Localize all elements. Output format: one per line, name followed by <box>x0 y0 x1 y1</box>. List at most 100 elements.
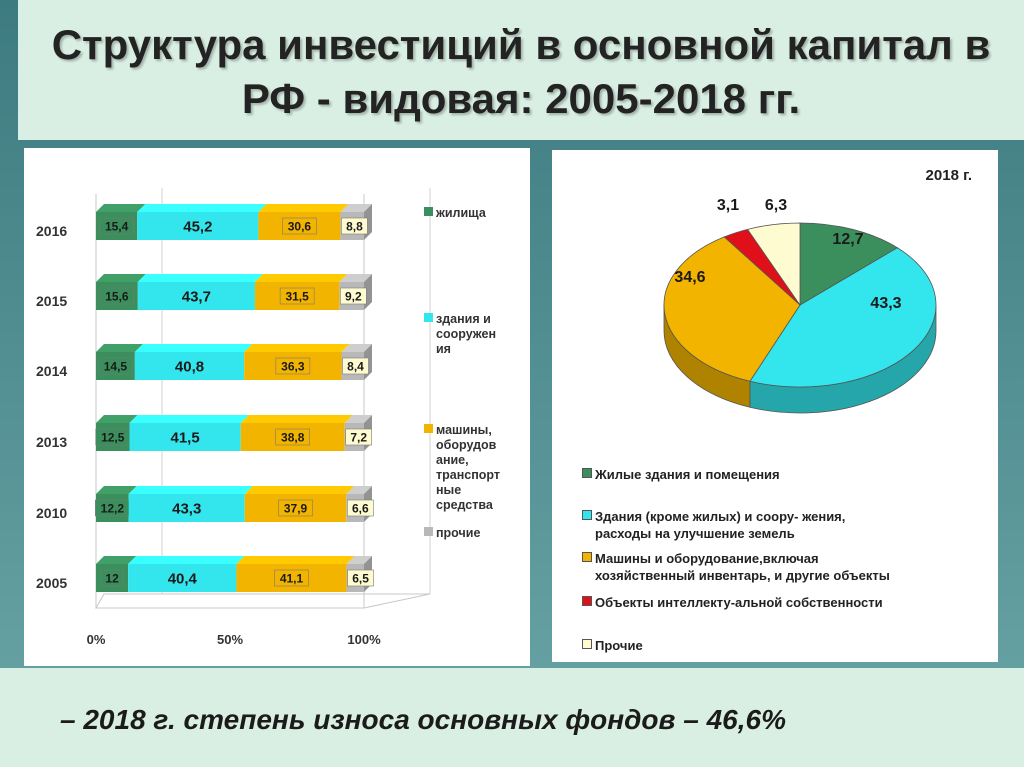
data-label-box <box>279 287 315 305</box>
title-line-2: РФ - видовая: 2005-2018 гг. <box>241 75 801 122</box>
data-label-box <box>340 287 367 305</box>
legend-entry: жилища <box>424 206 486 221</box>
y-category-label: 2005 <box>36 575 67 591</box>
y-category-label: 2014 <box>36 363 67 379</box>
data-label-box <box>278 499 313 517</box>
data-label: 40,8 <box>175 358 204 375</box>
bar-segment-top <box>244 344 350 352</box>
legend-entry-line: жилища <box>424 206 486 221</box>
bar-segment-top <box>96 556 137 564</box>
data-label: 15,6 <box>105 289 129 303</box>
pie-legend-entry: Прочие <box>582 637 992 654</box>
pie-legend-line: Здания (кроме жилых) и соору- жения, <box>582 508 992 525</box>
pie-slice <box>746 222 801 307</box>
y-category-label: 2013 <box>36 434 67 450</box>
data-label: 45,2 <box>183 218 212 235</box>
legend-swatch <box>424 424 433 433</box>
data-label: 8,4 <box>347 359 364 373</box>
bar-segment-top <box>339 274 372 282</box>
pie-legend-entry: Здания (кроме жилых) и соору- жения, расх… <box>582 508 992 542</box>
data-label: 6,6 <box>352 501 369 515</box>
y-category-label: 2016 <box>36 223 67 239</box>
x-tick-label: 100% <box>347 632 381 647</box>
pie-data-label: 3,1 <box>717 197 739 214</box>
legend-entry-line: прочие <box>424 526 480 541</box>
y-category-label: 2015 <box>36 293 67 309</box>
footnote-band <box>0 668 1024 767</box>
data-label-box <box>160 568 205 588</box>
slide-title: Структура инвестиций в основной капитал … <box>18 18 1024 126</box>
legend-entry-line: машины, <box>424 423 500 438</box>
pie-legend-entry: Объекты интеллекту-альной собственности <box>582 594 992 611</box>
data-label: 43,7 <box>182 288 211 305</box>
bar-segment-top <box>137 274 263 282</box>
pie-title: 2018 г. <box>926 167 972 184</box>
data-label-box <box>99 287 135 305</box>
legend-entry-line: транспорт <box>436 468 500 482</box>
bar-segment-top <box>96 204 146 212</box>
legend-entry: прочие <box>424 526 480 541</box>
bar-segment-top <box>341 344 372 352</box>
data-label: 43,3 <box>172 500 201 517</box>
data-label-box <box>282 217 317 235</box>
legend-swatch <box>582 468 592 478</box>
data-label-box <box>341 217 368 235</box>
data-label-box <box>175 216 220 236</box>
legend-entry-line: ные <box>436 483 462 497</box>
bar-segment-top <box>96 415 138 423</box>
data-label: 38,8 <box>281 430 305 444</box>
data-label: 8,8 <box>346 219 363 233</box>
legend-entry-line: здания и <box>424 312 496 327</box>
pie-data-label: 12,7 <box>832 231 863 248</box>
pie-legend-line: Объекты интеллекту-альной собственности <box>582 594 992 611</box>
data-label: 14,5 <box>104 359 128 373</box>
data-label-box <box>275 357 311 375</box>
legend-swatch <box>582 639 592 649</box>
legend-swatch <box>582 552 592 562</box>
legend-entry: машины, оборудов ание, транспорт ные средства <box>424 423 500 513</box>
data-label-box <box>100 569 124 587</box>
legend-swatch <box>424 527 433 536</box>
bar-segment-top <box>128 486 253 494</box>
pie-slice <box>749 247 937 388</box>
data-label: 41,5 <box>171 429 200 446</box>
bar-segment-top <box>254 274 348 282</box>
y-category-label: 2010 <box>36 505 67 521</box>
bar-segment-top <box>340 204 372 212</box>
footnote-text: – 2018 г. степень износа основных фондов… <box>60 704 786 735</box>
data-label-box <box>99 217 134 235</box>
pie-legend-line: хозяйственный инвентарь, и другие объект… <box>595 568 890 583</box>
data-label-box <box>174 286 219 306</box>
x-tick-label: 50% <box>217 632 243 647</box>
data-label: 40,4 <box>168 570 198 587</box>
data-label-box <box>342 357 369 375</box>
pie-data-label: 34,6 <box>674 269 705 286</box>
pie-data-label: 43,3 <box>870 295 901 312</box>
pie-legend-line: Машины и оборудование,включая <box>582 550 992 567</box>
data-label-box <box>163 427 208 447</box>
bar-segment-top <box>240 415 353 423</box>
bar-segment-top <box>128 556 245 564</box>
data-label-box <box>274 569 309 587</box>
data-label: 9,2 <box>345 289 362 303</box>
bar-segment-top <box>96 344 143 352</box>
bar-segment-top <box>346 556 372 564</box>
data-label-box <box>164 498 209 518</box>
bar-segment-top <box>236 556 355 564</box>
data-label-box <box>167 356 212 376</box>
bar-segment-top <box>137 204 267 212</box>
legend-entry: здания и сооружен ия <box>424 312 496 357</box>
pie-legend-line: Жилые здания и помещения <box>582 466 992 483</box>
data-label: 15,4 <box>105 219 129 233</box>
legend-entry-line: ание, <box>436 453 469 467</box>
data-label-box <box>347 569 374 587</box>
data-label: 7,2 <box>350 430 367 444</box>
pie-slice <box>663 236 801 382</box>
data-label: 41,1 <box>280 571 304 585</box>
data-label-box <box>347 499 374 517</box>
pie-chart: 2018 г. 12,7 43,3 34,6 3,1 6,3 <box>663 167 972 414</box>
bar-segment-top <box>96 486 137 494</box>
data-label: 30,6 <box>288 219 312 233</box>
x-tick-label: 0% <box>87 632 106 647</box>
legend-entry-line: средства <box>436 498 493 512</box>
